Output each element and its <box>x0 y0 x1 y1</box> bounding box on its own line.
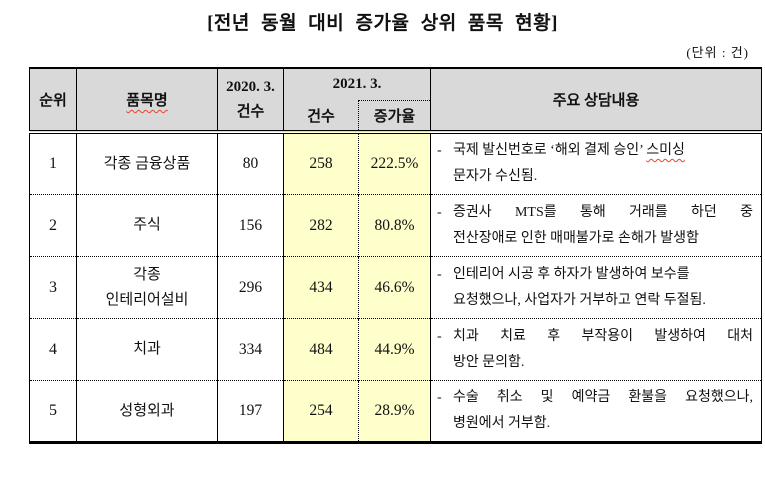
increase-rate-cell: 46.6% <box>358 256 431 319</box>
note-text: 병원에서 거부함. <box>453 416 551 431</box>
header-2021: 2021. 3. <box>283 68 431 100</box>
count-2021-cell: 258 <box>283 131 359 195</box>
count-2021-cell: 434 <box>283 256 359 319</box>
note-text: 전산장애로 인한 매매불가로 손해가 발생함 <box>453 230 699 246</box>
table-row: 5 성형외과 197 254 28.9% - 수술 취소 및 예약금 환불을 요청했으나, 병… <box>29 380 762 443</box>
table-row: 1 각종 금융상품 80 258 222.5% - 국제 발신번호로 ‘해외 결제 승인’ … <box>29 131 762 195</box>
item-name-cell: 성형외과 <box>76 380 218 443</box>
table-row: 3 각종 인테리어설비 296 434 46.6% - 인테리어 시공 후 하자가 발생하여 … <box>29 256 762 319</box>
increase-rate-cell: 80.8% <box>358 194 431 257</box>
unit-label: (단위 : 건) <box>686 45 749 60</box>
note-text: 방안 문의함. <box>453 354 525 370</box>
note-line: 방안 문의함. <box>453 350 753 376</box>
increase-rate-cell: 28.9% <box>358 380 431 443</box>
count-2020-cell: 197 <box>217 380 284 443</box>
item-name-cell: 각종 인테리어설비 <box>76 256 218 319</box>
note-wrap: - 수술 취소 및 예약금 환불을 요청했으나, 병원에서 거부함. <box>437 385 753 437</box>
item-name-cell: 주식 <box>76 194 218 257</box>
note-text: 문자가 수신됨. <box>453 169 538 184</box>
header-item: 품목명 <box>76 68 218 134</box>
rank-cell: 3 <box>29 256 77 319</box>
header-2021-count: 건수 <box>283 100 359 134</box>
rank-cell: 2 <box>29 194 77 257</box>
note-text: 수술 취소 및 예약금 환불을 요청했으나, <box>453 390 753 405</box>
count-2021-cell: 282 <box>283 194 359 257</box>
increase-rate-cell: 44.9% <box>358 318 431 381</box>
item-name-cell: 각종 금융상품 <box>76 131 218 195</box>
note-bullet: - <box>437 390 442 405</box>
count-2020-cell: 296 <box>217 256 284 319</box>
header-row-top: 순위 품목명 2020. 3. 건수 2021. 3. 주요 상담내용 <box>29 68 762 134</box>
note-line: 요청했으나, 사업자가 거부하고 연락 두절됨. <box>453 288 753 314</box>
item-name-cell: 치과 <box>76 318 218 381</box>
note-text: 인테리어 시공 후 하자가 발생하여 보수를 <box>453 266 690 282</box>
note-bullet: - <box>437 204 442 220</box>
count-2021-cell: 254 <box>283 380 359 443</box>
rank-cell: 5 <box>29 380 77 443</box>
header-item-label: 품목명 <box>126 93 168 109</box>
note-text: 증권사 MTS를 통해 거래를 하던 중 <box>453 204 753 220</box>
note-line: 문자가 수신됨. <box>453 164 753 190</box>
note-line: 증권사 MTS를 통해 거래를 하던 중 <box>453 200 753 226</box>
note-line: 인테리어 시공 후 하자가 발생하여 보수를 <box>453 262 753 288</box>
note-text: 국제 발신번호로 ‘해외 결제 승인’ <box>453 143 647 158</box>
header-notes: 주요 상담내용 <box>430 68 762 134</box>
rank-cell: 4 <box>29 318 77 381</box>
note-bullet: - <box>437 328 442 344</box>
misspelled-word: 스미싱 <box>646 143 685 158</box>
note-text: 치과 치료 후 부작용이 발생하여 대처 <box>453 328 753 344</box>
page-title: [전년 동월 대비 증가율 상위 품목 현황] <box>207 13 558 34</box>
header-row-sub: 건수 증가율 <box>30 99 762 134</box>
note-text: 요청했으나, 사업자가 거부하고 연락 두절됨. <box>453 292 706 308</box>
note-line: 전산장애로 인한 매매불가로 손해가 발생함 <box>453 226 753 252</box>
count-2020-cell: 156 <box>217 194 284 257</box>
table-header: 순위 품목명 2020. 3. 건수 2021. 3. 주요 상담내용 건수 증… <box>29 68 762 134</box>
note-line: 국제 발신번호로 ‘해외 결제 승인’ 스미싱 <box>453 138 753 164</box>
count-2020-cell: 334 <box>217 318 284 381</box>
header-2021-rate: 증가율 <box>358 99 431 134</box>
note-bullet: - <box>437 266 442 282</box>
header-2020-count: 2020. 3. 건수 <box>217 68 284 134</box>
count-2021-cell: 484 <box>283 318 359 381</box>
header-rank: 순위 <box>29 68 77 134</box>
increase-rate-table: 순위 품목명 2020. 3. 건수 2021. 3. 주요 상담내용 건수 증… <box>29 67 762 444</box>
increase-rate-cell: 222.5% <box>358 131 431 195</box>
rank-cell: 1 <box>29 131 77 195</box>
note-line: 치과 치료 후 부작용이 발생하여 대처 <box>453 324 753 350</box>
note-bullet: - <box>437 143 442 158</box>
note-line: 병원에서 거부함. <box>453 411 753 437</box>
count-2020-cell: 80 <box>217 131 284 195</box>
note-body: 수술 취소 및 예약금 환불을 요청했으나, 병원에서 거부함. <box>453 385 753 437</box>
note-line: 수술 취소 및 예약금 환불을 요청했으나, <box>453 385 753 411</box>
consult-note-cell: - 수술 취소 및 예약금 환불을 요청했으나, 병원에서 거부함. <box>430 380 762 443</box>
table-body: 1 각종 금융상품 80 258 222.5% - 국제 발신번호로 ‘해외 결제 승인’ … <box>29 131 762 443</box>
